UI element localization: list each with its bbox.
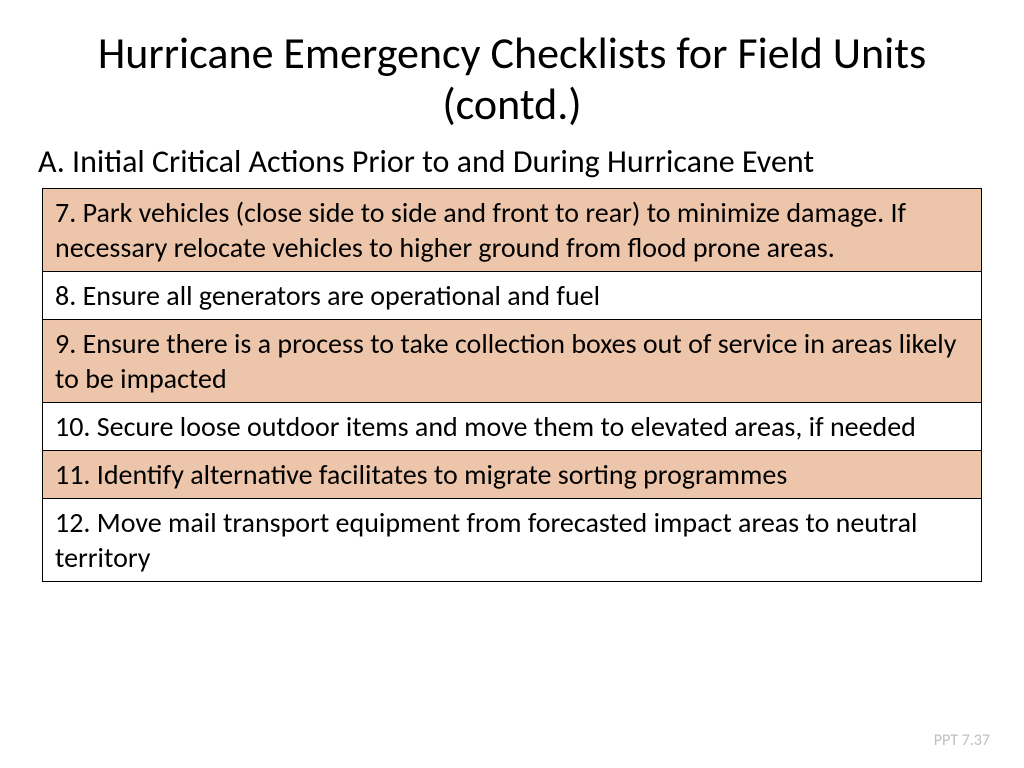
slide-title: Hurricane Emergency Checklists for Field… <box>30 28 994 129</box>
table-row: 7. Park vehicles (close side to side and… <box>43 188 982 271</box>
checklist-item: 11. Identify alternative facilitates to … <box>43 450 982 498</box>
checklist-item: 9. Ensure there is a process to take col… <box>43 319 982 402</box>
slide-subtitle: A. Initial Critical Actions Prior to and… <box>30 143 994 181</box>
table-row: 10. Secure loose outdoor items and move … <box>43 402 982 450</box>
table-row: 11. Identify alternative facilitates to … <box>43 450 982 498</box>
table-row: 8. Ensure all generators are operational… <box>43 271 982 319</box>
slide-container: Hurricane Emergency Checklists for Field… <box>0 0 1024 768</box>
checklist-item: 12. Move mail transport equipment from f… <box>43 498 982 581</box>
checklist-item: 8. Ensure all generators are operational… <box>43 271 982 319</box>
checklist-table: 7. Park vehicles (close side to side and… <box>42 188 982 582</box>
checklist-item: 7. Park vehicles (close side to side and… <box>43 188 982 271</box>
checklist-item: 10. Secure loose outdoor items and move … <box>43 402 982 450</box>
table-row: 12. Move mail transport equipment from f… <box>43 498 982 581</box>
table-row: 9. Ensure there is a process to take col… <box>43 319 982 402</box>
slide-number: PPT 7.37 <box>934 731 990 750</box>
